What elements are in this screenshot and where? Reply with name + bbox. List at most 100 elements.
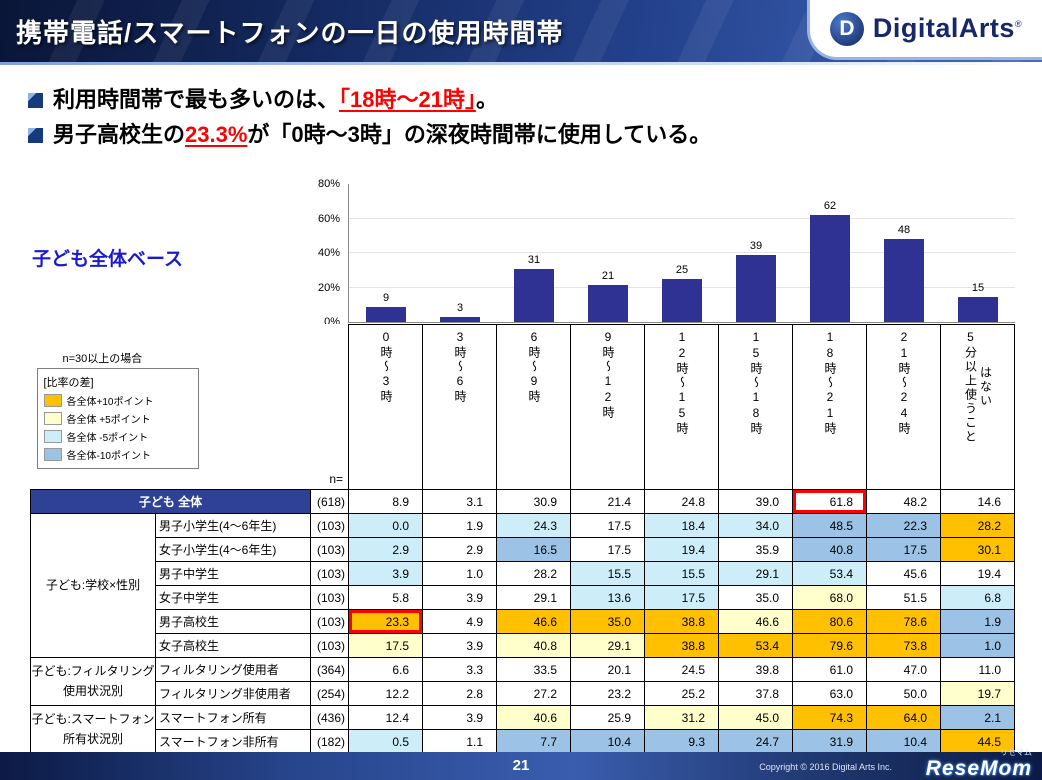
table-value-cell: 1.9 (940, 609, 1015, 634)
table-row: 子ども:学校×性別 男子小学生(4～6年生) (103) 0.0 1.9 24.3 17.5… (30, 513, 1015, 658)
category-header-row: n=30以上の場合 [比率の差] 各全体+10ポイント 各全体 +5ポイント 各全体 -… (30, 324, 1015, 490)
table-value-cell: 23.2 (570, 681, 645, 706)
header-bar: 携帯電話/スマートフォンの一日の使用時間帯 D DigitalArts® (0, 0, 1042, 62)
table-group-cell: 子ども:学校×性別 (30, 513, 156, 658)
y-axis-tick-label: 60% (317, 212, 340, 225)
table-value-cell: 19.4 (644, 537, 719, 562)
table-value-cell: 15.5 (644, 561, 719, 586)
table-row: 子ども:フィルタリング 使用状況別 フィルタリング使用者 (364) 6.6 3.3 33… (30, 657, 1015, 706)
table-value-cell: 2.1 (940, 705, 1015, 730)
legend-area: n=30以上の場合 [比率の差] 各全体+10ポイント 各全体 +5ポイント 各全体 -… (30, 324, 349, 490)
legend-item-label: 各全体 -5ポイント (66, 432, 149, 444)
table-value-cell: 9.3 (644, 729, 719, 754)
legend-title: [比率の差] (43, 376, 94, 389)
table-value-cell: 24.7 (718, 729, 793, 754)
table-value-cell: 73.8 (866, 633, 941, 658)
category-header-text: 3時～6時 (453, 330, 467, 404)
chart-bar-value-label: 62 (823, 200, 837, 213)
table-row-label: 女子小学生(4～6年生) (155, 537, 311, 562)
table-value-cell: 3.3 (422, 657, 497, 682)
legend-item-label: 各全体-10ポイント (66, 450, 151, 462)
table-value-cell: 78.6 (866, 609, 941, 634)
y-axis-tick-label: 40% (317, 247, 340, 259)
chart-base-label: 子ども全体ベース (32, 249, 184, 270)
legend-box: [比率の差] 各全体+10ポイント 各全体 +5ポイント 各全体 -5ポイント 各全体-… (36, 367, 199, 469)
table-value-cell: 35.9 (718, 537, 793, 562)
table-value-cell: 17.5 (644, 585, 719, 610)
table-row: スマートフォン非所有 (182) 0.5 1.1 7.7 10.4 9.3 24.7 31.9 1… (31, 729, 1015, 754)
table-value-cell: 10.4 (866, 729, 941, 754)
table-value-cell: 29.1 (718, 561, 793, 586)
table-n-cell: (103) (310, 609, 349, 634)
table-row-label: 男子高校生 (155, 609, 311, 634)
table-value-cell: 40.8 (496, 633, 571, 658)
chart-bar (514, 268, 554, 322)
table-value-cell: 48.2 (866, 489, 941, 514)
category-header-text: 5分以上使うこと はない (963, 330, 993, 444)
table-row: フィルタリング非使用者 (254) 12.2 2.8 27.2 23.2 25.2 37.8 6… (31, 681, 1015, 706)
category-header-cell: 12時～15時 (644, 324, 719, 490)
table-n-cell: (103) (310, 513, 349, 538)
table-value-cell: 45.6 (866, 561, 941, 586)
digital-arts-logo: D DigitalArts® (807, 0, 1042, 60)
chart-bar-value-label: 25 (675, 264, 689, 277)
category-header-cell: 9時～12時 (570, 324, 645, 490)
table-row: 男子高校生 (103) 23.3 4.9 46.6 35.0 38.8 46.6 80.6 78.… (31, 609, 1015, 634)
table-value-cell: 12.2 (348, 681, 423, 706)
table-value-cell: 13.6 (570, 585, 645, 610)
category-header-cell: 21時～24時 (866, 324, 941, 490)
bullet-1-text: 利用時間帯で最も多いのは、「18時～21時」。 (53, 85, 498, 115)
table-n-cell: (364) (310, 657, 349, 682)
y-axis-tick-label: 80% (317, 178, 340, 190)
table-n-cell: (254) (310, 681, 349, 706)
table-value-cell: 35.0 (718, 585, 793, 610)
table-value-cell: 1.1 (422, 729, 497, 754)
chart-bar-value-label: 31 (527, 253, 541, 266)
table-row-label: スマートフォン所有 (155, 705, 311, 730)
table-value-cell: 61.0 (792, 657, 867, 682)
table-value-cell: 25.2 (644, 681, 719, 706)
table-value-cell: 68.0 (792, 585, 867, 610)
data-table: n=30以上の場合 [比率の差] 各全体+10ポイント 各全体 +5ポイント 各全体 -… (30, 324, 1015, 754)
table-value-cell: 30.1 (940, 537, 1015, 562)
table-value-cell: 40.6 (496, 705, 571, 730)
table-total-row: 子ども 全体 (618) 8.9 3.1 30.9 21.4 24.8 39.0 61.8 48.… (30, 489, 1015, 514)
category-header-text: 18時～21時 (823, 330, 837, 436)
bullet-2: 男子高校生の23.3%が「0時～3時」の深夜時間帯に使用している。 (28, 120, 711, 150)
table-value-cell: 3.1 (422, 489, 497, 514)
chart-bar-value-label: 48 (897, 223, 911, 236)
table-value-cell: 3.9 (422, 633, 497, 658)
table-n-cell: (103) (310, 561, 349, 586)
chart-bar (440, 316, 480, 322)
table-value-cell: 24.8 (644, 489, 719, 514)
chart-bar-value-label: 39 (749, 239, 763, 252)
category-header-cell: 18時～21時 (792, 324, 867, 490)
table-value-cell: 50.0 (866, 681, 941, 706)
table-row-label: 女子中学生 (155, 585, 311, 610)
table-value-cell: 38.8 (644, 633, 719, 658)
legend-item: 各全体 -5ポイント (43, 429, 192, 444)
category-header-text: 15時～18時 (749, 330, 763, 436)
table-value-cell: 33.5 (496, 657, 571, 682)
chart-bar-slot: 15 (941, 184, 1015, 322)
bullet-1-pre: 利用時間帯で最も多いのは、 (53, 87, 340, 112)
chart-bar-value-label: 15 (971, 281, 985, 294)
table-row: 男子中学生 (103) 3.9 1.0 28.2 15.5 15.5 29.1 53.4 45.6… (31, 561, 1015, 586)
resemom-logo: リセマム ReseMom (926, 749, 1032, 780)
table-value-cell: 29.1 (496, 585, 571, 610)
category-header-cell: 6時～9時 (496, 324, 571, 490)
table-value-cell: 14.6 (940, 489, 1015, 514)
table-value-cell: 25.9 (570, 705, 645, 730)
table-value-cell: 44.5 (940, 729, 1015, 754)
chart-bar-slot: 39 (719, 184, 793, 322)
chart-bar-slot: 21 (571, 184, 645, 322)
category-header-cell: 5分以上使うこと はない (940, 324, 1015, 490)
table-value-cell: 6.8 (940, 585, 1015, 610)
table-value-cell: 19.4 (940, 561, 1015, 586)
table-value-cell: 39.0 (718, 489, 793, 514)
table-n-cell: (103) (310, 585, 349, 610)
category-header-cell: 0時～3時 (348, 324, 423, 490)
table-value-cell: 47.0 (866, 657, 941, 682)
table-row-label: フィルタリング非使用者 (155, 681, 311, 706)
